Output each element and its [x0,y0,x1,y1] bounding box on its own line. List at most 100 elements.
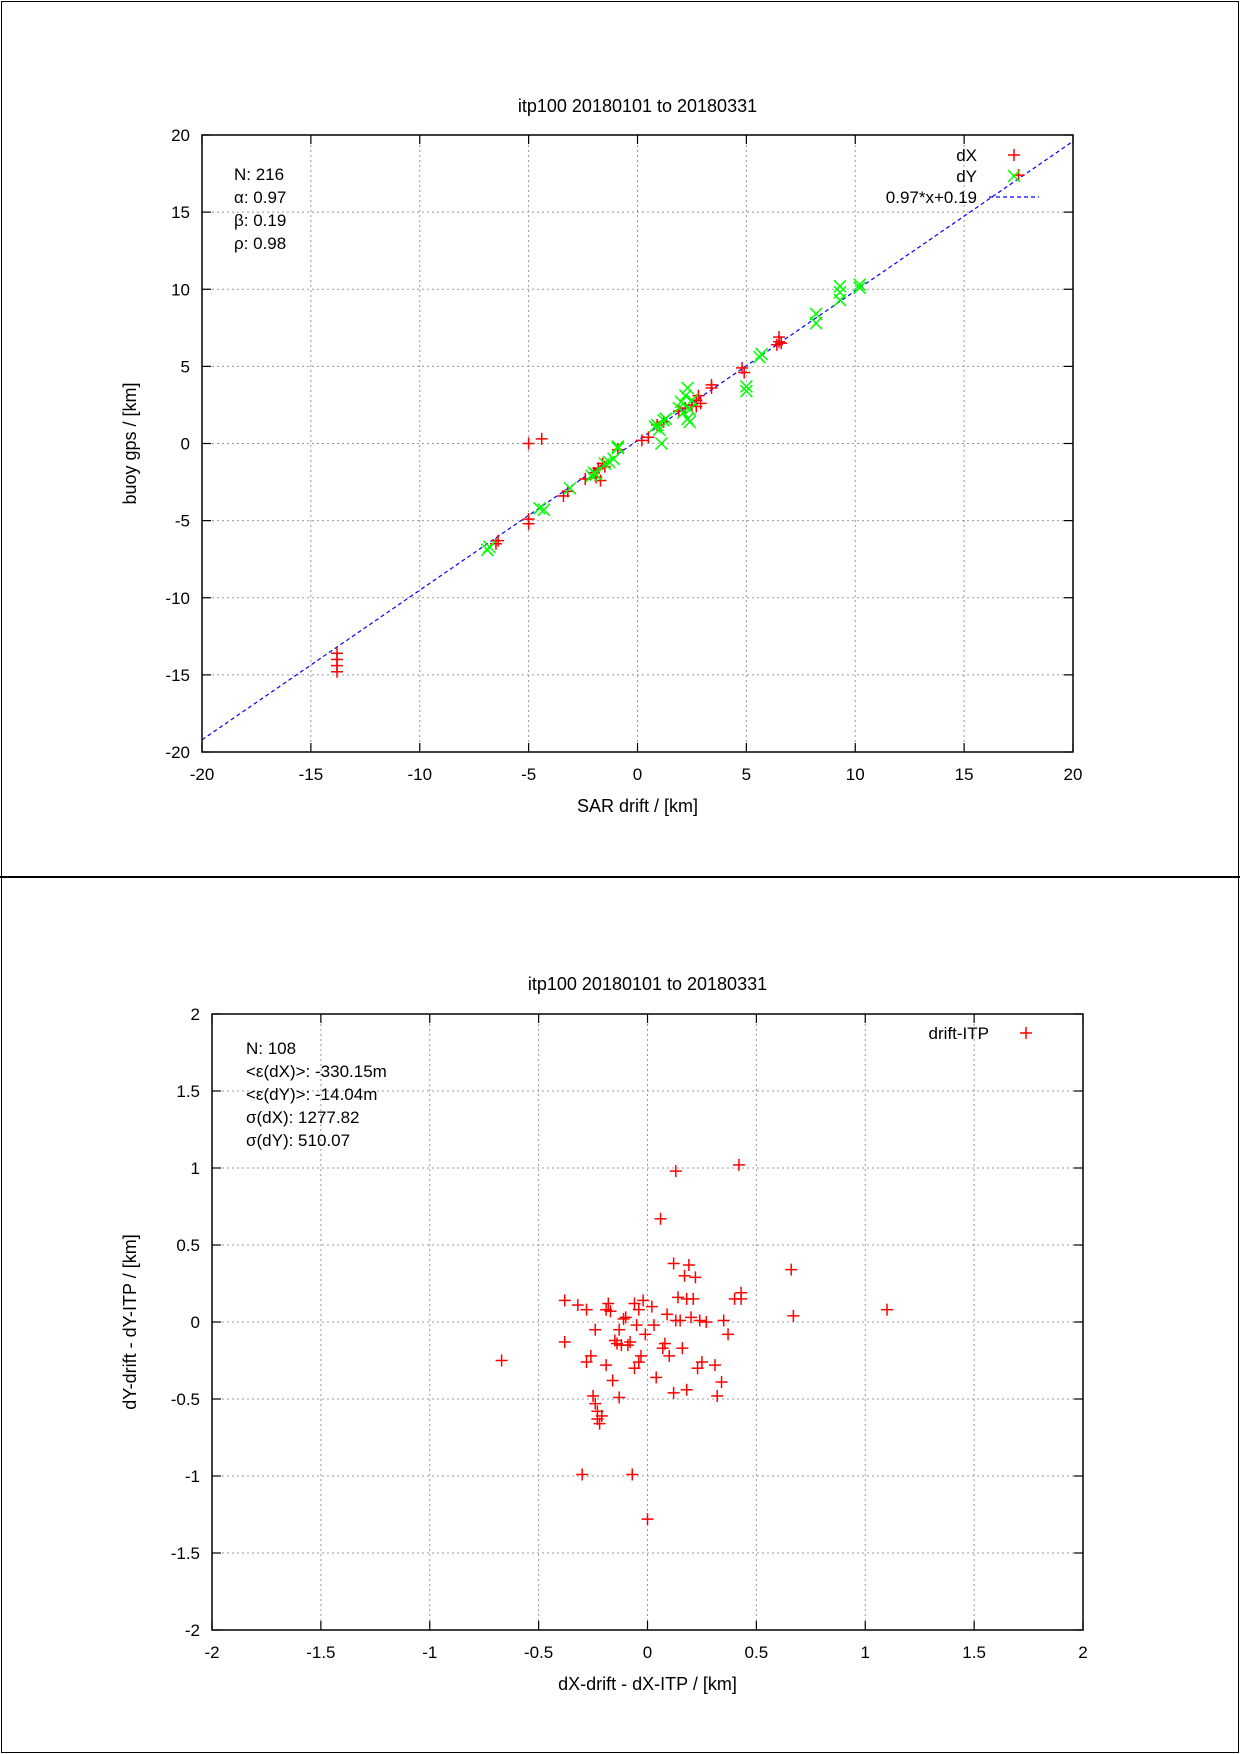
data-point-drift-itp [650,1371,663,1384]
data-point-dy [607,452,621,466]
stats-annotation: N: 216 α: 0.97 β: 0.19 ρ: 0.98 [234,165,286,253]
data-point-drift-itp [495,1354,508,1367]
data-point-drift-itp [571,1299,584,1312]
tick-label-x: 1.5 [962,1643,986,1662]
data-point-drift-itp [645,1300,658,1313]
stats-annotation: N: 108 <ε(dX)>: -330.15m <ε(dY)>: -14.04m σ… [246,1039,387,1150]
data-point-drift-itp [700,1316,713,1328]
data-point-dx [773,331,786,344]
tick-label-x: 0 [643,1643,652,1662]
data-point-drift-itp [637,1294,650,1307]
data-point-dy [809,307,823,321]
data-point-drift-itp [621,1339,634,1352]
data-point-dx [331,665,344,678]
data-point-drift-itp [624,1336,637,1349]
data-point-dx [705,378,718,391]
tick-label-y: 0.5 [176,1236,200,1255]
tick-label-x: -2 [204,1643,219,1662]
tick-label-y: -10 [165,589,190,608]
data-point-dy [652,423,666,437]
data-point-drift-itp [606,1374,619,1387]
tick-label-x: 0 [633,765,642,784]
legend: dX dY 0.97*x+0.19 [886,146,1039,207]
data-point-drift-itp [711,1389,724,1402]
tick-label-x: 20 [1064,765,1083,784]
data-point-dy [833,285,847,299]
stats-line: N: 108 [246,1039,296,1058]
data-point-drift-itp [589,1397,602,1410]
grid-lines [202,135,1073,752]
tick-label-x: 5 [742,765,751,784]
data-point-drift-itp [669,1165,682,1178]
tick-label-y: 0 [181,435,190,454]
data-point-dy [739,379,753,393]
data-point-drift-itp [641,1513,654,1526]
tick-label-x: 0.5 [745,1643,769,1662]
tick-label-y: 5 [181,357,190,376]
legend-label: dY [956,167,977,186]
axis-ticks: -2 -1.5 -1 -0.5 0 0.5 1 1.5 2 -2 -1.5 -1 -0.5 0 0.5 1 1.… [171,1005,1088,1662]
data-point-drift-itp [717,1314,730,1327]
tick-label-x: -1.5 [306,1643,335,1662]
stats-line: β: 0.19 [234,211,286,230]
data-point-drift-itp [671,1291,684,1304]
data-point-drift-itp [626,1468,639,1481]
grid-lines [212,1014,1083,1630]
data-point-drift-itp [680,1383,693,1396]
data-point-dy [755,347,769,361]
tick-label-y: 0 [191,1313,200,1332]
tick-label-y: 15 [171,203,190,222]
data-point-drift-itp [881,1303,894,1316]
data-points [331,169,1025,678]
data-point-dy [678,389,692,403]
data-point-drift-itp [617,1312,630,1325]
tick-label-x: -0.5 [524,1643,553,1662]
stats-line: <ε(dY)>: -14.04m [246,1085,377,1104]
data-point-drift-itp [613,1323,626,1336]
x-axis-label: SAR drift / [km] [577,796,698,816]
data-point-drift-itp [595,1409,608,1422]
data-point-drift-itp [648,1319,661,1332]
data-point-dx [775,337,788,350]
data-point-drift-itp [687,1292,700,1305]
data-point-drift-itp [604,1305,617,1318]
data-point-drift-itp [676,1342,689,1355]
data-point-drift-itp [619,1311,632,1324]
chart-bottom-drift-error: -2 -1.5 -1 -0.5 0 0.5 1 1.5 2 -2 -1.5 -1 -0.5 0 0.5 1 1.… [120,974,1088,1694]
data-point-dy [676,406,690,420]
data-point-drift-itp [787,1309,800,1322]
tick-label-y: -1.5 [171,1544,200,1563]
stats-line: N: 216 [234,165,284,184]
data-point-drift-itp [693,1314,706,1327]
data-point-dy [833,279,847,293]
data-point-drift-itp [587,1389,600,1402]
tick-label-y: 20 [171,126,190,145]
legend-marker [1020,1027,1032,1039]
legend-marker [1007,169,1021,183]
tick-label-y: -2 [185,1621,200,1640]
data-point-dy [654,436,668,451]
data-point-dx [738,366,751,379]
chart-top-sar-vs-gps: -20 -15 -10 -5 0 5 10 15 20 -20 -15 -10 -5 0 5 10 15 20 i… [120,96,1083,816]
data-point-drift-itp [678,1269,691,1282]
data-point-drift-itp [628,1362,641,1375]
data-point-drift-itp [661,1308,674,1321]
y-axis-label: buoy gps / [km] [120,382,140,504]
tick-label-x: 15 [955,765,974,784]
panel-divider [0,876,1240,878]
data-point-drift-itp [709,1359,722,1372]
data-point-drift-itp [630,1319,643,1332]
data-point-drift-itp [634,1349,647,1362]
chart-title: itp100 20180101 to 20180331 [528,974,767,994]
data-point-drift-itp [558,1336,571,1349]
data-point-dy [589,467,603,481]
data-point-drift-itp [785,1263,798,1276]
data-point-drift-itp [667,1257,680,1270]
tick-label-x: -5 [521,765,536,784]
data-point-drift-itp [593,1417,606,1430]
data-point-dx [642,431,655,444]
data-point-drift-itp [580,1303,593,1316]
data-point-dy [685,393,699,407]
tick-label-y: -5 [175,512,190,531]
legend-marker [1008,149,1020,161]
